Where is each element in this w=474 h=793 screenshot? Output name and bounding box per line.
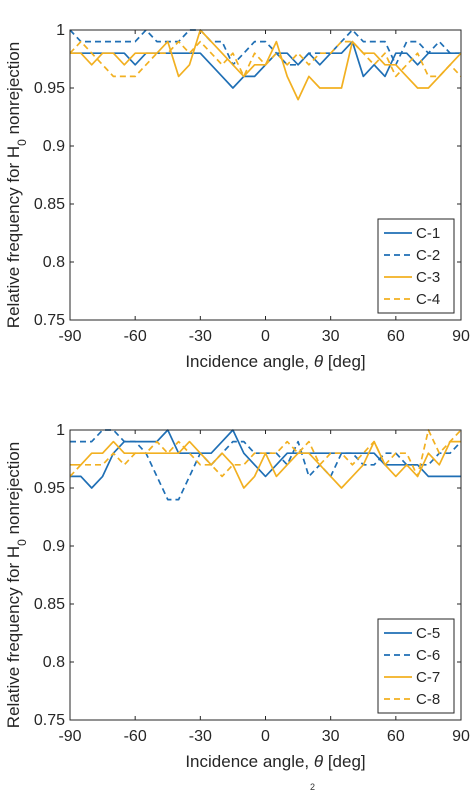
y-tick-label: 0.95 xyxy=(34,480,65,497)
x-tick-label: 30 xyxy=(322,728,340,745)
axes-frame xyxy=(69,429,462,721)
x-tick-label: 0 xyxy=(261,328,270,345)
y-tick-label: 0.85 xyxy=(34,596,65,613)
x-tick-label: -30 xyxy=(189,728,212,745)
x-tick-label: 90 xyxy=(452,728,470,745)
series-line-c-8 xyxy=(69,429,462,478)
x-tick-label: -60 xyxy=(124,728,147,745)
legend-box xyxy=(377,618,455,714)
y-tick-label: 1 xyxy=(56,22,65,39)
legend-label-c-4: C-4 xyxy=(416,291,440,308)
x-tick-label: 60 xyxy=(387,328,405,345)
chart-bottom: 0.75 0.8 0.85 0.9 0.95 1 -90 -60 -30 0 30 60 90 Incid… xyxy=(4,422,470,771)
y-tick-label: 0.8 xyxy=(43,254,65,271)
x-tick-label: -90 xyxy=(58,728,81,745)
y-tick-label: 0.9 xyxy=(43,138,65,155)
x-tick-label: -90 xyxy=(58,328,81,345)
y-tick-label: 0.8 xyxy=(43,654,65,671)
legend-box xyxy=(377,218,455,314)
chart-top: 0.75 0.8 0.85 0.9 0.95 1 -90 -60 -30 0 30 60 90 Incid… xyxy=(4,22,470,371)
legend-label-c-1: C-1 xyxy=(416,225,440,242)
x-axis-label: Incidence angle, θ [deg] xyxy=(185,352,365,371)
x-tick-label: -60 xyxy=(124,328,147,345)
y-tick-label: 0.75 xyxy=(34,712,65,729)
series-line-c-4 xyxy=(69,40,462,78)
x-tick-label: 30 xyxy=(322,328,340,345)
y-axis-label: Relative frequency for H0 nonrejection xyxy=(4,442,29,728)
legend-label-c-6: C-6 xyxy=(416,647,440,664)
y-axis-label: Relative frequency for H0 nonrejection xyxy=(4,42,29,328)
y-tick-label: 0.95 xyxy=(34,80,65,97)
x-tick-label: 90 xyxy=(452,328,470,345)
axes-frame xyxy=(69,29,462,321)
legend-label-c-5: C-5 xyxy=(416,625,440,642)
x-axis-label: Incidence angle, θ [deg] xyxy=(185,752,365,771)
x-tick-label: -30 xyxy=(189,328,212,345)
legend-label-c-2: C-2 xyxy=(416,247,440,264)
y-tick-label: 0.9 xyxy=(43,538,65,555)
y-tick-label: 0.85 xyxy=(34,196,65,213)
legend-label-c-8: C-8 xyxy=(416,691,440,708)
y-tick-label: 0.75 xyxy=(34,312,65,329)
y-tick-label: 1 xyxy=(56,422,65,439)
legend-label-c-7: C-7 xyxy=(416,669,440,686)
x-tick-label: 60 xyxy=(387,728,405,745)
footer-mark: 2 xyxy=(310,782,316,792)
x-tick-label: 0 xyxy=(261,728,270,745)
legend-label-c-3: C-3 xyxy=(416,269,440,286)
